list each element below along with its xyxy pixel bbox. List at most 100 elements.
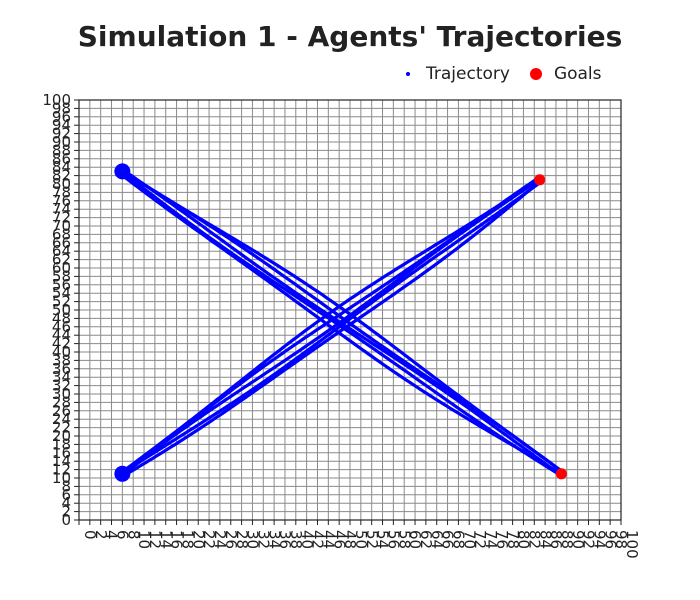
legend-item-trajectory: Trajectory: [400, 64, 510, 84]
y-tick-label: 16: [52, 444, 71, 462]
y-tick-label: 40: [52, 343, 71, 361]
chart-title: Simulation 1 - Agents' Trajectories: [77, 20, 623, 53]
y-tick-label: 20: [52, 427, 71, 445]
y-tick-label: 88: [52, 141, 71, 159]
y-tick-label: 4: [61, 494, 71, 512]
trajectory-strand: [120, 169, 565, 474]
goal-marker-icon: [529, 68, 542, 80]
y-tick-label: 98: [52, 99, 71, 117]
x-tick-label: 20: [189, 530, 207, 549]
x-tick-label: 26: [222, 530, 240, 549]
legend-item-goals: Goals: [529, 64, 602, 84]
y-tick-label: 46: [52, 318, 71, 336]
x-tick-label: 86: [547, 530, 565, 549]
x-tick-label: 66: [439, 530, 457, 549]
x-tick-label: 46: [330, 530, 348, 549]
x-tick-label: 54: [374, 530, 392, 549]
x-tick-label: 10: [135, 530, 153, 549]
x-tick-label: 2: [92, 530, 110, 540]
y-tick-label: 26: [52, 402, 71, 420]
legend: Trajectory Goals: [400, 64, 622, 84]
y-tick-label: 68: [52, 225, 71, 243]
x-tick-label: 42: [309, 530, 327, 549]
x-tick-label: 24: [211, 530, 229, 549]
y-tick-label: 36: [52, 360, 71, 378]
x-tick-label: 12: [146, 530, 164, 549]
trajectory-strand: [121, 168, 563, 477]
x-tick-label: 90: [569, 530, 587, 549]
x-tick-label: 78: [504, 530, 522, 549]
x-tick-label: 94: [590, 530, 608, 549]
y-tick-label: 80: [52, 175, 71, 193]
y-tick-label: 92: [52, 125, 71, 143]
x-tick-label: 60: [406, 530, 424, 549]
x-tick-label: 100: [623, 530, 641, 559]
goal-point: [555, 468, 567, 480]
y-tick-label: 42: [52, 335, 71, 353]
y-tick-label: 62: [52, 251, 71, 269]
y-tick-label: 22: [52, 419, 71, 437]
trajectory-strand: [120, 170, 562, 477]
x-tick-label: 36: [276, 530, 294, 549]
x-tick-label: 18: [179, 530, 197, 549]
x-tick-label: 70: [460, 530, 478, 549]
x-tick-label: 82: [525, 530, 543, 549]
x-tick-label: 68: [450, 530, 468, 549]
y-tick-label: 58: [52, 267, 71, 285]
y-tick-label: 10: [52, 469, 71, 487]
y-tick-label: 76: [52, 192, 71, 210]
x-tick-label: 74: [482, 530, 500, 549]
y-tick-label: 48: [52, 309, 71, 327]
x-tick-label: 76: [493, 530, 511, 549]
trajectory-strand: [119, 172, 563, 476]
x-tick-label: 16: [168, 530, 186, 549]
x-tick-label: 6: [114, 530, 132, 540]
y-tick-label: 54: [52, 284, 71, 302]
y-tick-label: 32: [52, 377, 71, 395]
plot-frame: [78, 99, 622, 521]
y-tick-label: 0: [61, 511, 71, 529]
x-tick-label: 34: [265, 530, 283, 549]
x-tick-label: 8: [124, 530, 142, 540]
legend-label-trajectory: Trajectory: [426, 64, 510, 84]
x-tick-label: 28: [233, 530, 251, 549]
y-tick-label: 52: [52, 293, 71, 311]
x-tick-label: 88: [558, 530, 576, 549]
x-tick-label: 80: [515, 530, 533, 549]
y-tick-label: 64: [52, 242, 71, 260]
legend-label-goals: Goals: [553, 64, 602, 84]
trajectory-marker-icon: [406, 72, 410, 76]
y-tick-label: 24: [52, 410, 71, 428]
x-tick-label: 50: [352, 530, 370, 549]
trajectory-start-point: [114, 465, 131, 482]
y-tick-label: 66: [52, 234, 71, 252]
y-tick-label: 94: [52, 116, 71, 134]
y-tick-label: 74: [52, 200, 71, 218]
x-tick-label: 38: [287, 530, 305, 549]
x-tick-label: 4: [103, 530, 121, 540]
x-tick-label: 84: [536, 530, 554, 549]
goal-point: [534, 174, 546, 186]
trajectory-start-point: [114, 163, 131, 180]
y-tick-label: 44: [52, 326, 71, 344]
y-tick-label: 50: [52, 301, 71, 319]
y-tick-label: 2: [61, 503, 71, 521]
x-tick-label: 40: [298, 530, 316, 549]
y-tick-label: 90: [52, 133, 71, 151]
y-tick-label: 70: [52, 217, 71, 235]
y-tick-label: 14: [52, 452, 71, 470]
y-tick-label: 28: [52, 393, 71, 411]
x-tick-label: 32: [254, 530, 272, 549]
y-tick-label: 72: [52, 209, 71, 227]
x-tick-label: 52: [363, 530, 381, 549]
x-tick-label: 92: [580, 530, 598, 549]
y-tick-label: 38: [52, 351, 71, 369]
y-tick-label: 8: [61, 477, 71, 495]
y-tick-label: 12: [52, 461, 71, 479]
x-tick-label: 14: [157, 530, 175, 549]
y-tick-label: 96: [52, 108, 71, 126]
y-tick-label: 86: [52, 150, 71, 168]
x-tick-label: 22: [200, 530, 218, 549]
x-tick-label: 62: [417, 530, 435, 549]
y-tick-label: 82: [52, 167, 71, 185]
